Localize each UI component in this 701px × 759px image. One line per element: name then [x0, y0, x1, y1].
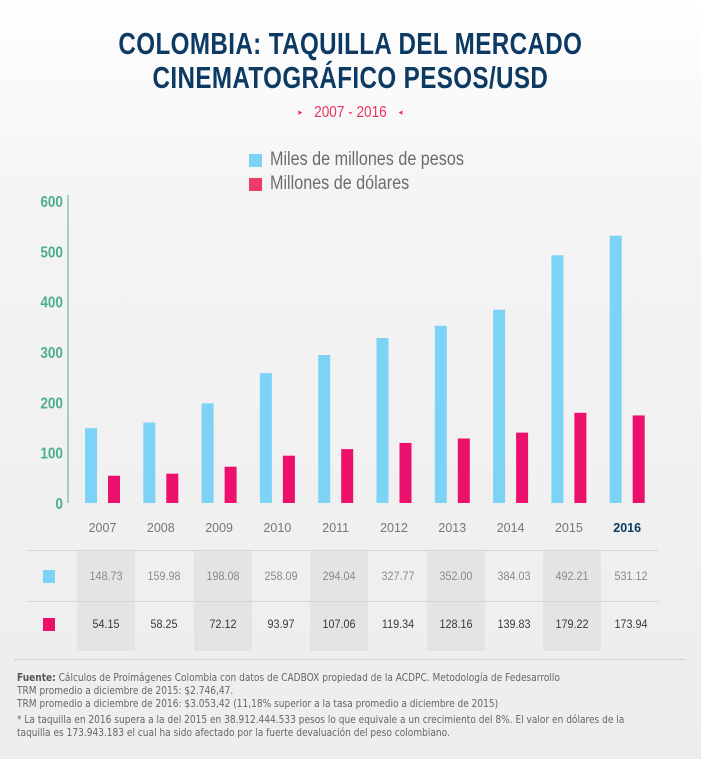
y-tick-label: 100 — [40, 446, 63, 463]
bar-pesos-2011 — [318, 354, 331, 503]
table-cell: 119.34 — [381, 617, 414, 631]
table-cell: 352.00 — [439, 569, 473, 583]
legend-item-pesos: Miles de millones de pesos — [249, 148, 498, 172]
bar-dolares-2015 — [574, 412, 587, 503]
table-cell: 531.12 — [614, 569, 648, 583]
bar-pesos-2010 — [259, 373, 272, 503]
bar-dolares-2014 — [516, 432, 529, 503]
x-tick-label: 2012 — [380, 521, 408, 535]
bar-pesos-2007 — [85, 428, 97, 503]
table-divider-middle — [27, 601, 658, 602]
footnote-line-2: taquilla es 173.943.183 el cual ha sido … — [17, 727, 450, 739]
legend-swatch-pesos — [249, 153, 262, 167]
table-cell: 258.09 — [264, 569, 298, 583]
x-tick-label: 2008 — [147, 521, 175, 535]
table-cell: 148.73 — [89, 569, 123, 583]
x-tick-label: 2009 — [205, 521, 233, 535]
bar-pesos-2012 — [376, 338, 389, 503]
triangle-left-icon: ◂ — [398, 107, 403, 117]
table-cell: 173.94 — [614, 617, 648, 631]
x-tick-label: 2011 — [322, 521, 349, 535]
source-label: Fuente: — [17, 672, 56, 684]
table-cell: 327.77 — [380, 569, 415, 583]
table-cell: 107.06 — [322, 617, 356, 631]
table-cell: 198.08 — [206, 569, 240, 583]
subtitle-text: 2007 - 2016 — [314, 104, 387, 121]
x-tick-label: 2007 — [89, 521, 117, 535]
table-cell: 72.12 — [209, 617, 237, 631]
trm-2015-note: TRM promedio a diciembre de 2015: $2.746… — [17, 685, 234, 697]
source-text: Cálculos de Proimágenes Colombia con dat… — [55, 672, 560, 684]
y-tick-label: 0 — [55, 496, 63, 513]
x-tick-label: 2010 — [263, 521, 291, 535]
y-tick-label: 400 — [40, 295, 63, 312]
chart-subtitle: ▸ 2007 - 2016 ◂ — [53, 104, 649, 122]
title-line-2: CINEMATOGRÁFICO PESOS/USD — [152, 60, 549, 95]
bar-dolares-2009 — [224, 466, 237, 503]
bar-pesos-2013 — [434, 325, 447, 503]
table-cell: 179.22 — [555, 617, 589, 631]
legend-item-dolares: Millones de dólares — [249, 172, 498, 196]
table-cell: 492.21 — [555, 569, 589, 583]
table-cell: 294.04 — [322, 569, 356, 583]
bar-dolares-2012 — [399, 442, 412, 503]
x-tick-label: 2015 — [555, 521, 583, 535]
table-swatch-pesos — [43, 570, 55, 583]
table-swatch-dolares — [43, 618, 55, 631]
table-cell: 128.16 — [439, 617, 473, 631]
bar-chart: 0 100 200 300 400 500 600 2007 2008 2009 2010 2011 2… — [40, 194, 645, 535]
chart-title: COLOMBIA: TAQUILLA DEL MERCADO CINEMATOG… — [77, 27, 624, 95]
bar-dolares-2011 — [341, 449, 354, 503]
table-divider-top — [27, 550, 658, 551]
bar-pesos-2015 — [551, 255, 564, 503]
bar-dolares-2010 — [282, 455, 295, 503]
bar-pesos-2009 — [201, 403, 214, 503]
table-cell: 159.98 — [147, 569, 181, 583]
legend-label-pesos: Miles de millones de pesos — [270, 149, 464, 170]
legend-swatch-dolares — [249, 177, 262, 191]
trm-2016-note: TRM promedio a diciembre de 2016: $3.053… — [17, 698, 499, 710]
notes-divider — [15, 659, 685, 660]
table-cell: 93.97 — [267, 617, 295, 631]
triangle-right-icon: ▸ — [298, 107, 303, 117]
table-cell: 139.83 — [497, 617, 531, 631]
y-tick-label: 200 — [40, 395, 63, 412]
y-tick-label: 300 — [40, 345, 63, 362]
x-tick-label: 2013 — [438, 521, 466, 535]
bar-pesos-2008 — [143, 422, 156, 503]
x-tick-label: 2014 — [497, 521, 525, 535]
y-tick-label: 600 — [40, 194, 63, 211]
title-line-1: COLOMBIA: TAQUILLA DEL MERCADO — [118, 26, 583, 61]
bar-dolares-2007 — [108, 475, 120, 503]
bar-dolares-2013 — [457, 438, 470, 503]
table-cell: 384.03 — [497, 569, 531, 583]
legend-label-dolares: Millones de dólares — [270, 173, 410, 194]
table-cell: 58.25 — [150, 617, 178, 631]
bar-pesos-2014 — [493, 309, 506, 503]
bar-dolares-2016 — [632, 415, 645, 503]
source-note: Fuente: Cálculos de Proimágenes Colombia… — [17, 672, 602, 685]
bar-dolares-2008 — [166, 473, 179, 503]
y-tick-label: 500 — [40, 244, 63, 261]
legend: Miles de millones de pesos Millones de d… — [249, 148, 498, 196]
notes: Fuente: Cálculos de Proimágenes Colombia… — [17, 672, 697, 740]
bar-pesos-2016 — [609, 235, 622, 503]
table-cell: 54.15 — [92, 617, 120, 631]
x-tick-label: 2016 — [613, 521, 641, 535]
footnote-line-1: * La taquilla en 2016 supera a la del 20… — [17, 714, 625, 726]
